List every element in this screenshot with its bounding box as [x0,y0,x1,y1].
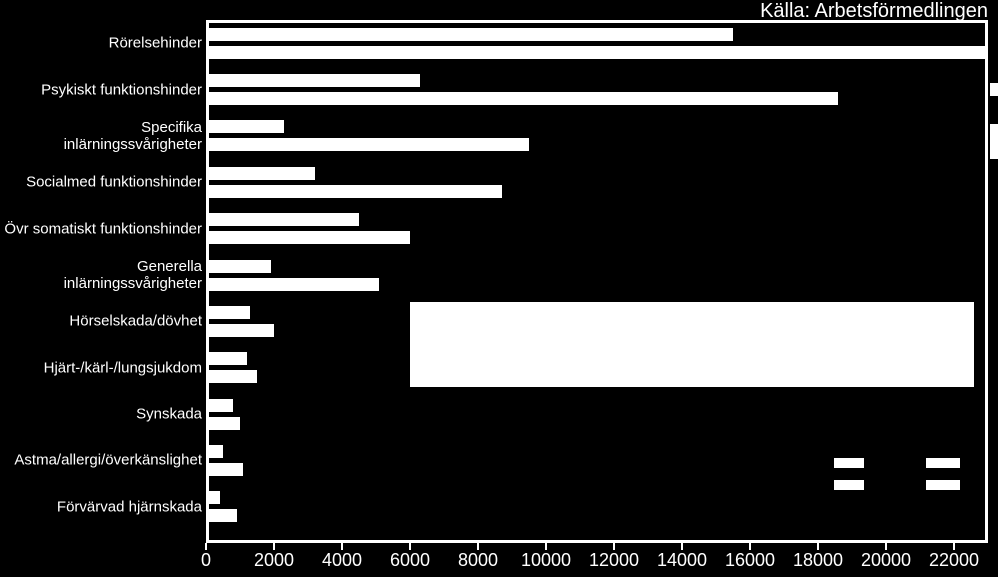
bar-series-b [206,278,379,291]
bar-series-a [206,167,315,180]
category-label: Förvärvad hjärnskada [2,498,202,515]
x-tick [885,543,887,550]
x-tick-label: 4000 [322,550,362,571]
bar-series-b [206,46,988,59]
bar-series-a [206,445,223,458]
bar-series-a [206,352,247,365]
x-tick [409,543,411,550]
x-tick-label: 10000 [521,550,571,571]
category-label: Synskada [2,406,202,423]
right-stub [990,83,998,96]
legend-swatch-2b [926,480,960,490]
category-label: Psykiskt funktionshinder [2,81,202,98]
x-tick-label: 8000 [458,550,498,571]
x-tick-label: 14000 [657,550,707,571]
x-tick [205,543,207,550]
bar-series-a [206,120,284,133]
category-label: Generella inlärningssvårigheter [2,258,202,292]
bar-series-a [206,74,420,87]
x-tick [953,543,955,550]
bar-series-a [206,399,233,412]
x-tick [681,543,683,550]
overlay-block [410,302,974,386]
x-axis-line [206,540,988,543]
category-label: Socialmed funktionshinder [2,174,202,191]
x-tick-label: 16000 [725,550,775,571]
bar-series-b [206,231,410,244]
legend-swatch-1 [834,458,864,468]
x-tick-label: 2000 [254,550,294,571]
chart-container: Källa: Arbetsförmedlingen 02000400060008… [0,0,998,577]
x-tick [341,543,343,550]
category-label: Specifika inlärningssvårigheter [2,119,202,153]
x-tick-label: 6000 [390,550,430,571]
x-tick-label: 12000 [589,550,639,571]
bar-series-b [206,463,243,476]
x-tick [749,543,751,550]
legend-swatch-2 [834,480,864,490]
bar-series-b [206,370,257,383]
legend-box [828,448,970,500]
right-stub [990,124,998,159]
x-tick-label: 18000 [793,550,843,571]
bar-series-a [206,28,733,41]
x-tick [273,543,275,550]
bar-series-a [206,491,220,504]
bar-series-b [206,509,237,522]
bar-series-a [206,260,271,273]
bar-series-b [206,92,838,105]
bar-series-a [206,213,359,226]
bar-series-b [206,324,274,337]
x-tick-label: 20000 [861,550,911,571]
x-tick [545,543,547,550]
category-label: Astma/allergi/överkänslighet [2,452,202,469]
bar-series-b [206,185,502,198]
legend-swatch-1b [926,458,960,468]
category-label: Rörelsehinder [2,35,202,52]
x-tick [477,543,479,550]
category-label: Hörselskada/dövhet [2,313,202,330]
x-tick-label: 22000 [929,550,979,571]
bar-series-b [206,417,240,430]
category-label: Övr somatiskt funktionshinder [2,220,202,237]
x-tick [817,543,819,550]
bar-series-a [206,306,250,319]
x-tick [613,543,615,550]
bar-series-b [206,138,529,151]
x-tick-label: 0 [201,550,211,571]
category-label: Hjärt-/kärl-/lungsjukdom [2,359,202,376]
